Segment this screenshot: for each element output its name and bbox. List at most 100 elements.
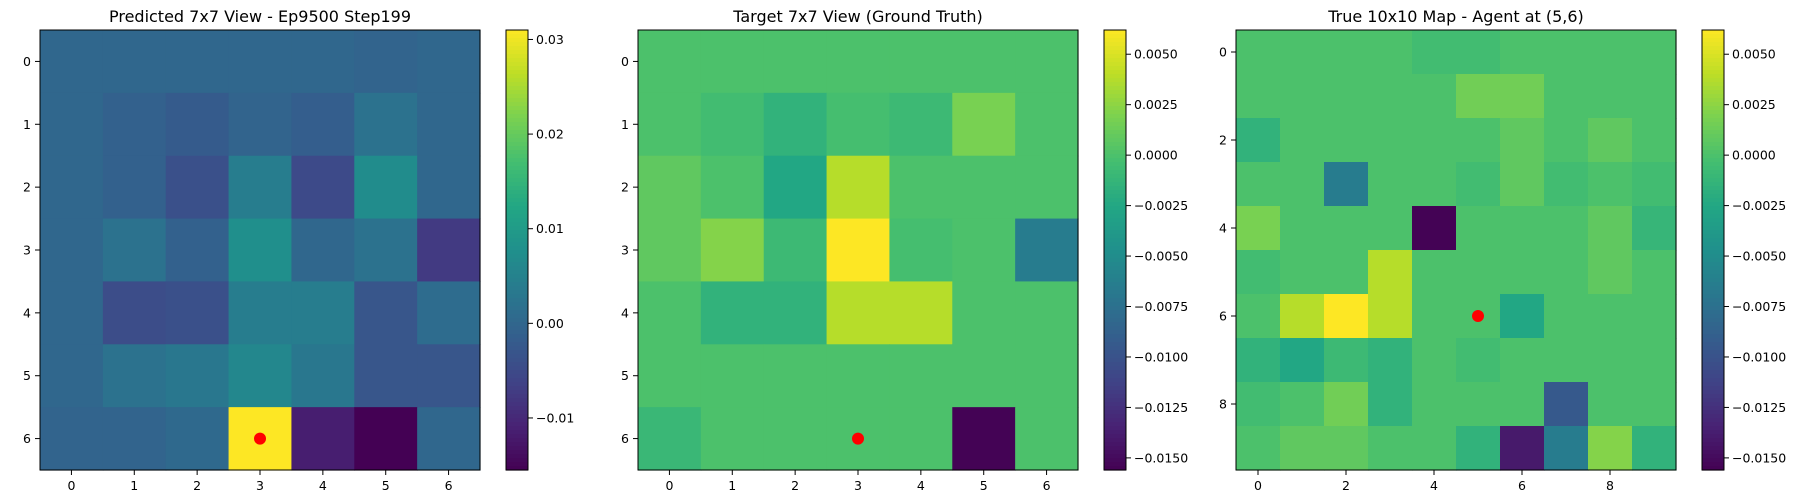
panel-3-axes: 0 2 4 6 8 0 2 4 6 8 bbox=[1219, 29, 1677, 493]
colorbar-strip bbox=[1702, 374, 1724, 379]
colorbar-strip bbox=[1702, 150, 1724, 155]
colorbar-strip bbox=[1702, 450, 1724, 455]
heatmap-cell-r3-c3 bbox=[1368, 162, 1413, 207]
colorbar-strip bbox=[506, 34, 528, 39]
colorbar-strip bbox=[1104, 122, 1126, 127]
colorbar-strip bbox=[1702, 402, 1724, 407]
heatmap-cell-r3-c3 bbox=[826, 218, 891, 283]
heatmap-cell-r5-c8 bbox=[1588, 250, 1633, 295]
colorbar-strip bbox=[1104, 266, 1126, 271]
colorbar-strip bbox=[506, 226, 528, 231]
heatmap-cell-r4-c4 bbox=[291, 281, 355, 345]
colorbar-strip bbox=[1104, 374, 1126, 379]
colorbar-strip bbox=[1104, 410, 1126, 415]
colorbar-strip bbox=[1104, 442, 1126, 447]
heatmap-cell-r8-c7 bbox=[1544, 382, 1589, 427]
colorbar-strip bbox=[1104, 414, 1126, 419]
heatmap-cell-r9-c0 bbox=[1236, 426, 1281, 471]
colorbar-strip bbox=[1702, 354, 1724, 359]
y-tick-label: 3 bbox=[621, 243, 629, 258]
heatmap-cell-r2-c4 bbox=[291, 155, 355, 220]
colorbar-strip bbox=[1702, 454, 1724, 459]
heatmap-cell-r8-c6 bbox=[1500, 382, 1545, 427]
heatmap-cell-r9-c6 bbox=[1500, 426, 1545, 471]
colorbar-strip bbox=[1104, 438, 1126, 443]
colorbar-strip bbox=[1104, 30, 1126, 35]
colorbar-strip bbox=[1702, 170, 1724, 175]
colorbar-strip bbox=[1104, 214, 1126, 219]
heatmap-cell-r2-c1 bbox=[102, 155, 167, 220]
colorbar-strip bbox=[1702, 306, 1724, 311]
heatmap-cell-r3-c4 bbox=[291, 218, 355, 283]
colorbar-strip bbox=[1702, 242, 1724, 247]
x-tick-label: 5 bbox=[980, 478, 988, 493]
colorbar-strip bbox=[1702, 378, 1724, 383]
heatmap-cell-r3-c6 bbox=[1015, 218, 1079, 283]
heatmap-cell-r6-c5 bbox=[952, 407, 1016, 471]
colorbar-strip bbox=[506, 282, 528, 287]
colorbar-strip bbox=[506, 54, 528, 59]
heatmap-cell-r2-c4 bbox=[1412, 118, 1457, 163]
heatmap-cell-r5-c4 bbox=[291, 344, 355, 408]
colorbar-strip bbox=[506, 450, 528, 455]
heatmap-cell-r1-c1 bbox=[102, 92, 167, 157]
colorbar-strip bbox=[506, 466, 528, 471]
colorbar-strip bbox=[1702, 386, 1724, 391]
colorbar-strip bbox=[1702, 282, 1724, 287]
colorbar-strip bbox=[506, 150, 528, 155]
colorbar-strip bbox=[1104, 154, 1126, 159]
heatmap-cell-r4-c0 bbox=[40, 281, 104, 345]
colorbar-strip bbox=[1702, 86, 1724, 91]
heatmap-cell-r8-c5 bbox=[1456, 382, 1501, 427]
colorbar-strip bbox=[506, 426, 528, 431]
heatmap-cell-r4-c2 bbox=[1324, 206, 1369, 251]
colorbar-strip bbox=[1104, 318, 1126, 323]
heatmap-cell-r1-c4 bbox=[889, 92, 953, 157]
colorbar-strip bbox=[506, 30, 528, 35]
y-tick-label: 5 bbox=[23, 368, 31, 383]
heatmap-cell-r9-c4 bbox=[1412, 426, 1457, 471]
colorbar-strip bbox=[1702, 230, 1724, 235]
colorbar-tick-label: −0.01 bbox=[536, 410, 574, 425]
heatmap-cell-r8-c3 bbox=[1368, 382, 1413, 427]
colorbar-strip bbox=[1104, 74, 1126, 79]
colorbar-strip bbox=[1104, 82, 1126, 87]
y-tick-label: 4 bbox=[23, 305, 31, 320]
heatmap-cell-r1-c5 bbox=[1456, 74, 1501, 119]
colorbar-strip bbox=[506, 350, 528, 355]
colorbar-strip bbox=[1702, 82, 1724, 87]
heatmap-cell-r5-c1 bbox=[102, 344, 167, 408]
colorbar-tick-label: 0.0000 bbox=[1732, 148, 1776, 163]
colorbar-strip bbox=[1702, 206, 1724, 211]
colorbar-strip bbox=[506, 158, 528, 163]
colorbar-strip bbox=[1702, 246, 1724, 251]
heatmap-cell-r1-c3 bbox=[228, 92, 293, 157]
heatmap-cell-r1-c5 bbox=[952, 92, 1016, 157]
colorbar-tick-label: 0.03 bbox=[536, 32, 564, 47]
colorbar-frame bbox=[505, 29, 529, 471]
heatmap-cell-r6-c4 bbox=[291, 407, 355, 471]
colorbar-strip bbox=[1104, 46, 1126, 51]
heatmap-cell-r7-c3 bbox=[1368, 338, 1413, 383]
heatmap-cell-r1-c7 bbox=[1544, 74, 1589, 119]
colorbar-strip bbox=[1104, 278, 1126, 283]
heatmap-cell-r0-c2 bbox=[165, 30, 230, 94]
colorbar-strip bbox=[1702, 42, 1724, 47]
colorbar-tick-label: −0.0025 bbox=[1134, 198, 1188, 213]
colorbar-strip bbox=[1104, 78, 1126, 83]
heatmap-cell-r3-c3 bbox=[228, 218, 293, 283]
heatmap-cell-r6-c9 bbox=[1632, 294, 1677, 339]
colorbar-strip bbox=[506, 206, 528, 211]
heatmap-cell-r0-c5 bbox=[354, 30, 418, 94]
colorbar-strip bbox=[1104, 346, 1126, 351]
colorbar-strip bbox=[1702, 66, 1724, 71]
colorbar-strip bbox=[1702, 214, 1724, 219]
heatmap-cell-r4-c3 bbox=[228, 281, 293, 345]
heatmap-cell-r1-c2 bbox=[165, 92, 230, 157]
colorbar-strip bbox=[506, 58, 528, 63]
colorbar-strip bbox=[506, 290, 528, 295]
colorbar-strip bbox=[1702, 58, 1724, 63]
colorbar-strip bbox=[506, 138, 528, 143]
colorbar-strip bbox=[506, 258, 528, 263]
heatmap-cell-r6-c0 bbox=[1236, 294, 1281, 339]
